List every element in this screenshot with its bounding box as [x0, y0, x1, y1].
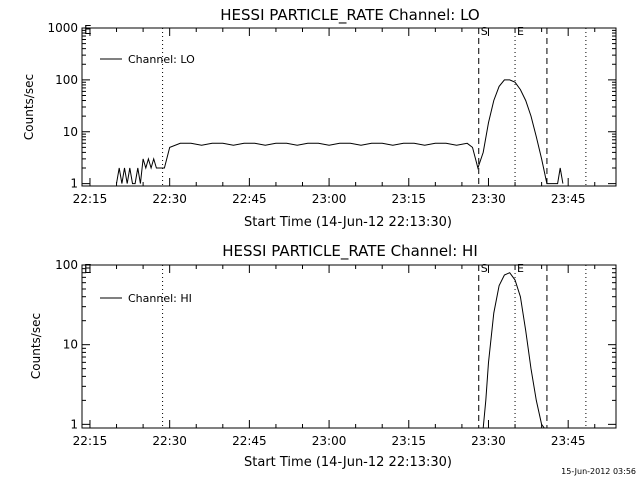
chart-title: HESSI PARTICLE_RATE Channel: LO	[220, 6, 479, 25]
x-tick-label: 22:45	[232, 434, 267, 448]
x-tick-label: 23:15	[391, 434, 426, 448]
corner-label: E	[84, 23, 92, 37]
lo-channel-panel: HESSI PARTICLE_RATE Channel: LO 1 10 100 10…	[22, 6, 617, 230]
y-tick-label: 10	[63, 125, 78, 139]
legend: Channel: LO	[100, 53, 195, 66]
series-line-channel-lo	[116, 79, 564, 185]
marker-label: S	[481, 262, 488, 275]
marker-label: E	[517, 25, 524, 38]
y-tick-label: 100	[55, 73, 78, 87]
y-ticks: 1 10 100 1000	[47, 21, 616, 191]
x-ticks: 22:15 22:30 22:45 23:00 23:15 23:30 23:45	[73, 265, 596, 448]
y-tick-label: 100	[55, 258, 78, 272]
y-tick-label: 10	[63, 338, 78, 352]
chart-title: HESSI PARTICLE_RATE Channel: HI	[222, 242, 478, 261]
x-tick-label: 22:15	[73, 434, 108, 448]
x-tick-label: 23:45	[551, 192, 586, 206]
x-tick-label: 23:00	[312, 434, 347, 448]
y-tick-label: 1	[70, 417, 78, 431]
legend-label: Channel: LO	[128, 53, 195, 66]
plot-frame	[81, 27, 617, 187]
hi-channel-panel: HESSI PARTICLE_RATE Channel: HI 1 10 100 2…	[29, 242, 617, 470]
marker-label: E	[517, 262, 524, 275]
x-ticks: 22:15 22:30 22:45 23:00 23:15 23:30 23:45	[73, 28, 596, 206]
x-tick-label: 23:00	[312, 192, 347, 206]
x-tick-label: 23:15	[391, 192, 426, 206]
y-axis-label: Counts/sec	[29, 313, 43, 379]
y-tick-label: 1000	[47, 21, 78, 35]
x-tick-label: 22:30	[152, 192, 187, 206]
series-line-channel-hi	[482, 272, 545, 429]
x-tick-label: 23:30	[471, 192, 506, 206]
x-tick-label: 23:45	[551, 434, 586, 448]
legend-label: Channel: HI	[128, 292, 192, 305]
legend: Channel: HI	[100, 292, 192, 305]
x-tick-label: 22:15	[73, 192, 108, 206]
x-tick-label: 23:30	[471, 434, 506, 448]
y-ticks: 1 10 100	[55, 258, 616, 431]
x-tick-label: 22:30	[152, 434, 187, 448]
y-axis-label: Counts/sec	[22, 74, 36, 140]
corner-label: E	[84, 262, 92, 276]
x-tick-label: 22:45	[232, 192, 267, 206]
plot-frame	[81, 264, 617, 429]
marker-label: S	[481, 25, 488, 38]
x-axis-label: Start Time (14-Jun-12 22:13:30)	[244, 455, 452, 470]
y-tick-label: 1	[70, 177, 78, 191]
x-axis-label: Start Time (14-Jun-12 22:13:30)	[244, 215, 452, 230]
generation-timestamp: 15-Jun-2012 03:56	[561, 467, 636, 476]
